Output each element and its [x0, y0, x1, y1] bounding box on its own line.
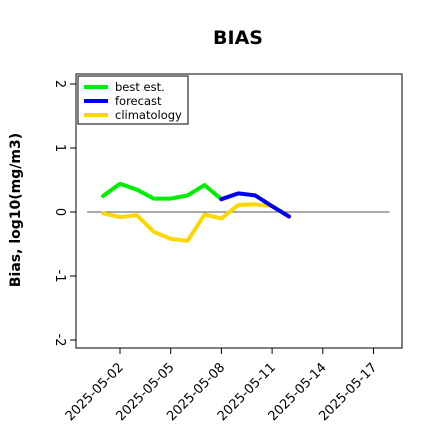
y-tick-label: -2: [52, 334, 67, 347]
legend-entry: climatology: [115, 108, 182, 122]
y-tick-label: 1: [52, 144, 67, 152]
legend-entry: forecast: [115, 94, 162, 108]
chart-title: BIAS: [213, 27, 263, 49]
y-tick-label: 0: [52, 208, 67, 216]
plot-area: -2-10122025-05-022025-05-052025-05-08202…: [52, 73, 403, 424]
series-line-forecast: [219, 191, 291, 219]
legend-entry: best est.: [115, 80, 165, 94]
series-line-climatology: [101, 202, 291, 243]
y-tick-label: 2: [52, 80, 67, 88]
y-tick-label: -1: [52, 270, 67, 283]
series-line-best-est: [101, 181, 224, 202]
plot-frame: [75, 73, 403, 349]
y-axis-label: Bias, log10(mg/m3): [8, 133, 24, 287]
